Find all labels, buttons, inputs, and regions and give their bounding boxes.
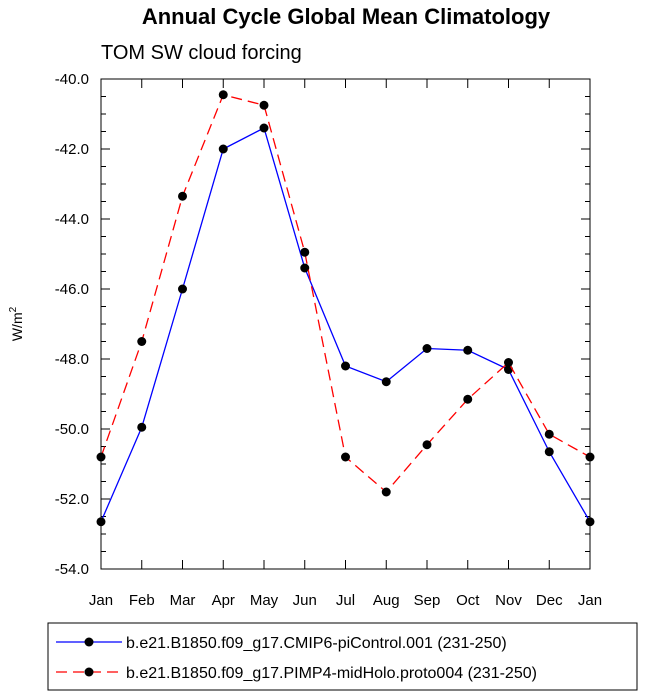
data-point [259, 123, 269, 133]
x-tick-label: Sep [414, 592, 441, 609]
x-tick-label: Jan [578, 592, 602, 609]
data-point [422, 344, 432, 353]
y-tick-label: -44.0 [55, 211, 89, 228]
legend-label: b.e21.B1850.f09_g17.PIMP4-midHolo.proto0… [126, 665, 537, 682]
plot-frame [100, 78, 591, 570]
x-tick-label: Jun [293, 592, 317, 609]
data-point [585, 517, 595, 527]
y-tick-label: -52.0 [55, 491, 89, 508]
x-tick-label: Dec [536, 592, 563, 609]
series-line [100, 127, 591, 523]
x-tick-label: Mar [170, 592, 196, 609]
y-tick-label: -42.0 [55, 141, 89, 158]
data-point [544, 447, 554, 457]
data-point [341, 361, 350, 371]
x-tick-label: May [250, 592, 279, 609]
data-point [137, 337, 147, 346]
data-point [381, 377, 391, 387]
data-point [341, 452, 350, 462]
data-point [218, 90, 228, 100]
x-tick-label: Oct [456, 592, 480, 609]
data-point [96, 452, 106, 462]
legend-box [47, 622, 638, 691]
y-tick-label: -46.0 [55, 281, 89, 298]
chart-subtitle: TOM SW cloud forcing [101, 42, 302, 64]
data-point [585, 452, 595, 462]
y-tick-label: -54.0 [55, 561, 89, 578]
x-tick-label: Jan [89, 592, 113, 609]
data-point [137, 422, 147, 432]
data-point [259, 100, 269, 110]
legend-marker [84, 667, 94, 677]
x-tick-label: Aug [373, 592, 400, 609]
legend: b.e21.B1850.f09_g17.CMIP6-piControl.001 … [47, 622, 638, 691]
legend-label: b.e21.B1850.f09_g17.CMIP6-piControl.001 … [126, 635, 507, 652]
series-layer [96, 90, 595, 527]
series-line [100, 93, 591, 493]
x-tick-label: Feb [129, 592, 155, 609]
y-axis-label-unit: W/m [9, 312, 25, 341]
data-point [178, 284, 187, 294]
legend-marker [84, 637, 94, 647]
data-point [96, 517, 106, 527]
data-point [300, 263, 310, 273]
y-tick-label: -50.0 [55, 421, 89, 438]
y-axis-label: W/m2 [8, 306, 25, 341]
x-tick-label: Apr [212, 592, 235, 609]
chart-title: Annual Cycle Global Mean Climatology [142, 4, 551, 29]
data-point [381, 487, 391, 497]
data-point [218, 144, 228, 154]
y-tick-label: -40.0 [55, 71, 89, 88]
x-tick-label: Jul [336, 592, 355, 609]
y-axis-label-exponent: 2 [8, 306, 19, 312]
axis-ticks: -40.0 -42.0 -44.0 -46.0 -48.0 -50.0 -52.0 -54.0… [55, 71, 602, 609]
y-tick-label: -48.0 [55, 351, 89, 368]
data-point [300, 247, 310, 257]
data-point [178, 191, 187, 201]
data-point [504, 358, 513, 367]
data-point [463, 394, 473, 404]
data-point [544, 429, 554, 439]
data-point [422, 440, 432, 450]
x-tick-label: Nov [495, 592, 522, 609]
plot-area [100, 78, 591, 570]
data-point [463, 345, 473, 355]
